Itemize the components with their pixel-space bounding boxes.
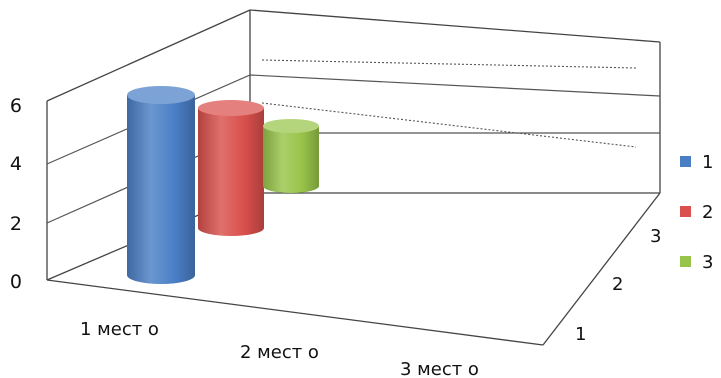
bar-series-1-1 [127, 86, 195, 284]
left-wall-top [46, 9, 251, 102]
cylinder-body [263, 126, 319, 193]
cylinder-top [263, 119, 319, 133]
depth-tick-label: 3 [650, 226, 661, 247]
x-tick-label: 2 мест о [240, 342, 319, 363]
depth-tick-label: 2 [612, 274, 623, 295]
legend-swatch [680, 206, 691, 217]
cylinder-top [127, 86, 195, 104]
floor-right-edge [542, 192, 661, 346]
legend-item: 1 [680, 152, 713, 173]
gridline-4-dotted [261, 102, 637, 148]
legend-item: 3 [680, 252, 713, 273]
y-tick-label: 2 [10, 213, 22, 235]
legend-label: 2 [702, 202, 713, 223]
legend-swatch [680, 156, 691, 167]
x-tick-label: 3 мест о [400, 359, 479, 378]
legend-item: 2 [680, 202, 713, 223]
depth-tick-label: 1 [575, 324, 586, 345]
legend-swatch [680, 256, 691, 267]
back-wall-top [249, 9, 661, 43]
bar-series [127, 86, 319, 284]
legend-label: 1 [702, 152, 713, 173]
x-axis-ticks: 1 мест о 2 мест о 3 мест о [80, 319, 479, 378]
legend: 1 2 3 [680, 152, 713, 273]
depth-axis-ticks: 1 2 3 [575, 226, 661, 345]
cylinder-top [198, 100, 264, 116]
gridline-6-dotted [261, 59, 637, 69]
cylinder-body [127, 95, 195, 284]
y-tick-label: 6 [10, 95, 22, 117]
cylinder-body [198, 108, 264, 236]
legend-label: 3 [702, 252, 713, 273]
gridline-4 [46, 74, 661, 165]
floor-front-edge [46, 279, 544, 346]
x-tick-label: 1 мест о [80, 319, 159, 340]
y-tick-label: 0 [10, 271, 22, 293]
bar-series-3-1 [263, 119, 319, 193]
y-tick-label: 4 [10, 153, 22, 175]
bar-series-2-1 [198, 100, 264, 236]
plot-frame [46, 9, 661, 346]
y-axis-ticks: 0 2 4 6 [10, 95, 22, 293]
